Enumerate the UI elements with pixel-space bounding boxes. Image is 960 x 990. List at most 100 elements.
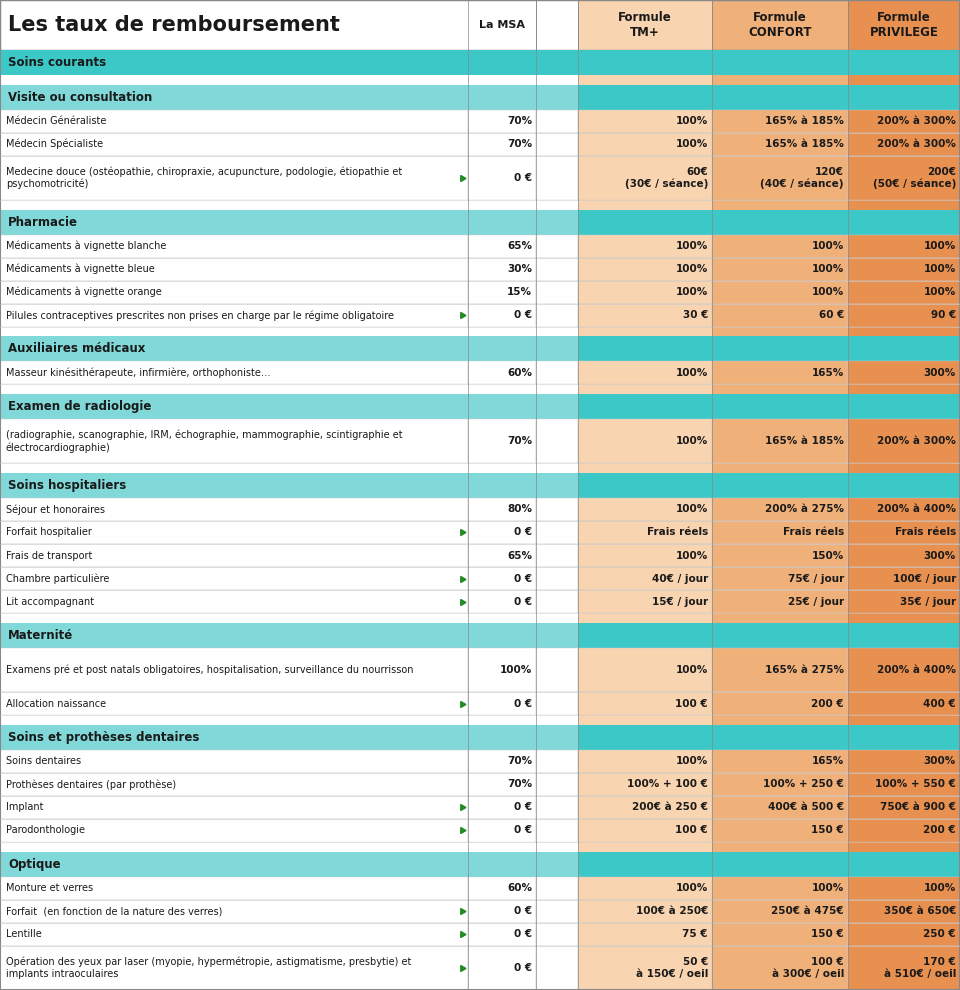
- Text: 150 €: 150 €: [811, 826, 844, 836]
- Bar: [712, 327, 848, 337]
- Bar: [0, 110, 468, 133]
- Bar: [712, 473, 848, 498]
- Bar: [536, 819, 578, 841]
- Bar: [848, 361, 960, 384]
- Text: 200 €: 200 €: [924, 826, 956, 836]
- Bar: [0, 304, 468, 327]
- Bar: [578, 463, 712, 473]
- Bar: [468, 419, 536, 463]
- Bar: [0, 257, 468, 281]
- Bar: [536, 647, 578, 692]
- Bar: [0, 647, 468, 692]
- Bar: [468, 945, 536, 990]
- Bar: [468, 133, 536, 155]
- Text: 0 €: 0 €: [514, 597, 532, 607]
- Text: 120€
(40€ / séance): 120€ (40€ / séance): [760, 166, 844, 189]
- Text: Allocation naissance: Allocation naissance: [6, 699, 107, 709]
- Text: 350€ à 650€: 350€ à 650€: [883, 906, 956, 916]
- Bar: [578, 337, 712, 361]
- Text: 165%: 165%: [812, 756, 844, 766]
- Text: 70%: 70%: [507, 140, 532, 149]
- Bar: [712, 842, 848, 851]
- Text: 165% à 275%: 165% à 275%: [765, 665, 844, 675]
- Bar: [578, 384, 712, 394]
- Text: Frais réels: Frais réels: [782, 528, 844, 538]
- Bar: [848, 647, 960, 692]
- Bar: [578, 498, 712, 521]
- Bar: [536, 498, 578, 521]
- Text: 15%: 15%: [507, 287, 532, 297]
- Text: 150%: 150%: [812, 550, 844, 560]
- Bar: [0, 200, 578, 210]
- Bar: [712, 155, 848, 200]
- Bar: [0, 923, 468, 945]
- Bar: [848, 155, 960, 200]
- Bar: [578, 327, 712, 337]
- Text: 60%: 60%: [507, 368, 532, 378]
- Bar: [468, 544, 536, 567]
- Bar: [712, 210, 848, 235]
- Bar: [712, 749, 848, 773]
- Bar: [468, 692, 536, 715]
- Bar: [0, 84, 578, 110]
- Text: 100%: 100%: [676, 116, 708, 126]
- Text: Médicaments à vignette orange: Médicaments à vignette orange: [6, 287, 161, 297]
- Text: 200€ à 250 €: 200€ à 250 €: [632, 802, 708, 813]
- Bar: [848, 200, 960, 210]
- Text: 100%: 100%: [676, 756, 708, 766]
- Bar: [0, 623, 578, 647]
- Bar: [0, 394, 578, 419]
- Bar: [578, 647, 712, 692]
- Text: Formule
TM+: Formule TM+: [618, 11, 672, 39]
- Text: Les taux de remboursement: Les taux de remboursement: [8, 15, 340, 35]
- Bar: [712, 613, 848, 623]
- Bar: [468, 521, 536, 544]
- Text: Examens pré et post natals obligatoires, hospitalisation, surveillance du nourri: Examens pré et post natals obligatoires,…: [6, 664, 414, 675]
- Bar: [848, 623, 960, 647]
- Bar: [578, 75, 712, 84]
- Text: 30%: 30%: [507, 264, 532, 274]
- Text: 100%: 100%: [676, 242, 708, 251]
- Bar: [712, 692, 848, 715]
- Text: 40€ / jour: 40€ / jour: [652, 573, 708, 584]
- Text: 75 €: 75 €: [683, 930, 708, 940]
- Text: Monture et verres: Monture et verres: [6, 883, 93, 893]
- Text: 165% à 185%: 165% à 185%: [765, 437, 844, 446]
- Text: 300%: 300%: [924, 368, 956, 378]
- Text: Implant: Implant: [6, 802, 43, 813]
- Bar: [578, 623, 712, 647]
- Text: Médicaments à vignette bleue: Médicaments à vignette bleue: [6, 264, 155, 274]
- Bar: [712, 876, 848, 900]
- Bar: [848, 796, 960, 819]
- Bar: [0, 749, 468, 773]
- Bar: [578, 0, 712, 50]
- Bar: [468, 361, 536, 384]
- Bar: [468, 281, 536, 304]
- Text: 0 €: 0 €: [514, 826, 532, 836]
- Text: Medecine douce (ostéopathie, chiropraxie, acupuncture, podologie, étiopathie et
: Medecine douce (ostéopathie, chiropraxie…: [6, 166, 402, 189]
- Text: 100%: 100%: [812, 883, 844, 893]
- Bar: [712, 419, 848, 463]
- Bar: [712, 75, 848, 84]
- Text: 200% à 400%: 200% à 400%: [877, 505, 956, 515]
- Text: 35€ / jour: 35€ / jour: [900, 597, 956, 607]
- Bar: [848, 544, 960, 567]
- Text: Maternité: Maternité: [8, 629, 73, 642]
- Bar: [712, 647, 848, 692]
- Text: Soins courants: Soins courants: [8, 56, 107, 69]
- Text: 100% + 250 €: 100% + 250 €: [763, 779, 844, 789]
- Text: 25€ / jour: 25€ / jour: [788, 597, 844, 607]
- Bar: [0, 0, 536, 50]
- Bar: [536, 281, 578, 304]
- Bar: [0, 567, 468, 590]
- Text: 200% à 300%: 200% à 300%: [877, 437, 956, 446]
- Text: 200% à 300%: 200% à 300%: [877, 140, 956, 149]
- Bar: [536, 567, 578, 590]
- Bar: [468, 590, 536, 613]
- Bar: [468, 749, 536, 773]
- Bar: [848, 281, 960, 304]
- Bar: [712, 84, 848, 110]
- Text: 70%: 70%: [507, 756, 532, 766]
- Bar: [848, 692, 960, 715]
- Text: 0 €: 0 €: [514, 930, 532, 940]
